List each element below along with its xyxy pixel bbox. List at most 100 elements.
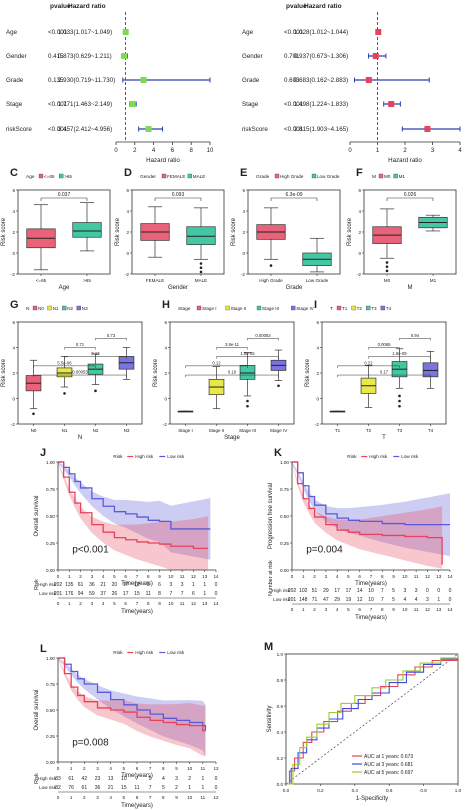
forest-row-hr-text: 1.771(1.463~2.149) bbox=[58, 101, 112, 108]
panel-letter: K bbox=[274, 447, 282, 459]
box-outlier bbox=[199, 266, 203, 270]
y-tick-label: 6 bbox=[242, 188, 245, 193]
y-tick-label: 0.50 bbox=[46, 708, 55, 713]
x-tick-label: 4 bbox=[109, 766, 112, 771]
y-tick-label: 2 bbox=[126, 230, 129, 235]
risk-count: 36 bbox=[89, 582, 95, 588]
y-tick-label: 1.00 bbox=[46, 460, 55, 465]
y-tick-label: 2 bbox=[12, 371, 15, 376]
risk-count: 1 bbox=[437, 597, 440, 603]
comparison-pvalue: 0.16 bbox=[228, 370, 237, 375]
risk-x-tick-label: 1 bbox=[302, 607, 305, 612]
y-tick-label: 0.2 bbox=[277, 756, 284, 761]
risk-count: 61 bbox=[68, 776, 74, 782]
legend-label: N2 bbox=[67, 306, 73, 311]
x-tick-label: 0.4 bbox=[352, 788, 359, 793]
y-tick-label: 0.25 bbox=[46, 541, 55, 546]
box-outlier bbox=[32, 412, 35, 416]
y-tick-label: 0 bbox=[316, 397, 319, 402]
risk-x-tick-label: 8 bbox=[162, 795, 165, 800]
box-outlier bbox=[385, 265, 389, 268]
risk-x-tick-label: 4 bbox=[102, 601, 105, 606]
y-axis-label: Risk score bbox=[1, 217, 7, 246]
panel-letter: I bbox=[314, 299, 317, 311]
forest-point bbox=[121, 53, 128, 59]
legend-swatch bbox=[187, 173, 192, 179]
x-tick-label: 11 bbox=[200, 766, 205, 771]
risk-count: 3 bbox=[403, 588, 406, 594]
risk-count: 17 bbox=[123, 591, 129, 597]
comparison-pvalue: 0.94 bbox=[411, 333, 420, 338]
roc-curve bbox=[286, 654, 459, 785]
x-tick-label: 1 bbox=[70, 766, 73, 771]
forest-row-pvalue: <0.001 bbox=[48, 126, 68, 133]
x-tick-label: 3 bbox=[325, 574, 328, 579]
x-tick-label: Stage III bbox=[239, 428, 256, 433]
risk-x-tick-label: 9 bbox=[175, 795, 178, 800]
risk-x-tick-label: 4 bbox=[109, 795, 112, 800]
risk-count: 10 bbox=[368, 597, 374, 603]
y-axis-label: Risk score bbox=[305, 358, 311, 387]
risk-count: 4 bbox=[415, 597, 418, 603]
x-tick-label: 12 bbox=[191, 574, 197, 579]
legend-label: T4 bbox=[386, 306, 392, 311]
x-tick-label: Stage IV bbox=[270, 428, 289, 433]
x-axis-label: T bbox=[382, 435, 386, 441]
forest-row-hr-text: 2.930(0.719~11.730) bbox=[58, 77, 115, 84]
box-outlier bbox=[199, 270, 203, 274]
risk-count: 135 bbox=[65, 582, 74, 588]
forest-x-tick-label: 2 bbox=[403, 148, 407, 154]
risk-x-tick-label: 5 bbox=[347, 607, 350, 612]
risk-count: 6 bbox=[192, 591, 195, 597]
forest-x-tick-label: 0 bbox=[114, 148, 118, 154]
y-tick-label: 4 bbox=[12, 209, 15, 214]
x-tick-label: 2 bbox=[313, 574, 316, 579]
panel-letter: J bbox=[40, 447, 46, 459]
y-tick-label: 0.75 bbox=[280, 487, 289, 492]
forest-point bbox=[372, 53, 379, 59]
risk-x-tick-label: 11 bbox=[414, 607, 419, 612]
risk-count: 82 bbox=[55, 785, 61, 791]
y-tick-label: 6 bbox=[126, 188, 129, 193]
comparison-pvalue: 0.037 bbox=[58, 192, 71, 198]
risk-count: 12 bbox=[357, 597, 363, 603]
y-tick-label: -2 bbox=[125, 272, 130, 277]
x-tick-label: 0.6 bbox=[386, 788, 393, 793]
risk-count: 37 bbox=[100, 591, 106, 597]
x-tick-label: 0 bbox=[57, 766, 60, 771]
forest-header-pvalue: pvalue bbox=[50, 3, 71, 10]
box-outlier bbox=[398, 404, 401, 408]
legend-swatch bbox=[380, 305, 385, 311]
risk-count: 15 bbox=[134, 591, 140, 597]
x-tick-label: 0 bbox=[57, 574, 60, 579]
risk-x-tick-label: 0 bbox=[57, 601, 60, 606]
legend-label: MALE bbox=[193, 174, 206, 179]
y-tick-label: -2 bbox=[315, 422, 320, 427]
y-tick-label: 2 bbox=[316, 371, 319, 376]
panel-letter: H bbox=[162, 299, 170, 311]
risk-x-tick-label: 7 bbox=[136, 601, 139, 606]
risk-x-tick-label: 0 bbox=[291, 607, 294, 612]
y-tick-label: -2 bbox=[241, 272, 246, 277]
risk-x-tick-label: 1 bbox=[68, 601, 71, 606]
x-tick-label: M1 bbox=[430, 278, 437, 283]
x-tick-label: T4 bbox=[428, 428, 434, 433]
x-tick-label: Stage II bbox=[209, 428, 225, 433]
forest-x-tick-label: 0 bbox=[348, 148, 352, 154]
risk-count: 1 bbox=[201, 785, 204, 791]
x-tick-label: T1 bbox=[335, 428, 341, 433]
x-tick-label: 0.2 bbox=[317, 788, 324, 793]
legend-title: Risk bbox=[347, 454, 357, 460]
forest-row-hr-text: 0.683(0.162~2.883) bbox=[294, 77, 348, 84]
risk-count: 11 bbox=[134, 785, 139, 791]
risk-row-label: Low risk bbox=[39, 785, 57, 790]
km-ci-band-low bbox=[58, 658, 206, 757]
legend-label: N0 bbox=[38, 306, 44, 311]
x-axis-label: 1-Specificity bbox=[356, 796, 388, 802]
risk-count: 202 bbox=[54, 582, 63, 588]
risk-count: 0 bbox=[215, 582, 218, 588]
x-tick-label: 0.8 bbox=[420, 788, 427, 793]
plot-frame bbox=[285, 653, 459, 785]
x-tick-label: 2 bbox=[79, 574, 82, 579]
y-tick-label: 0 bbox=[242, 251, 245, 256]
